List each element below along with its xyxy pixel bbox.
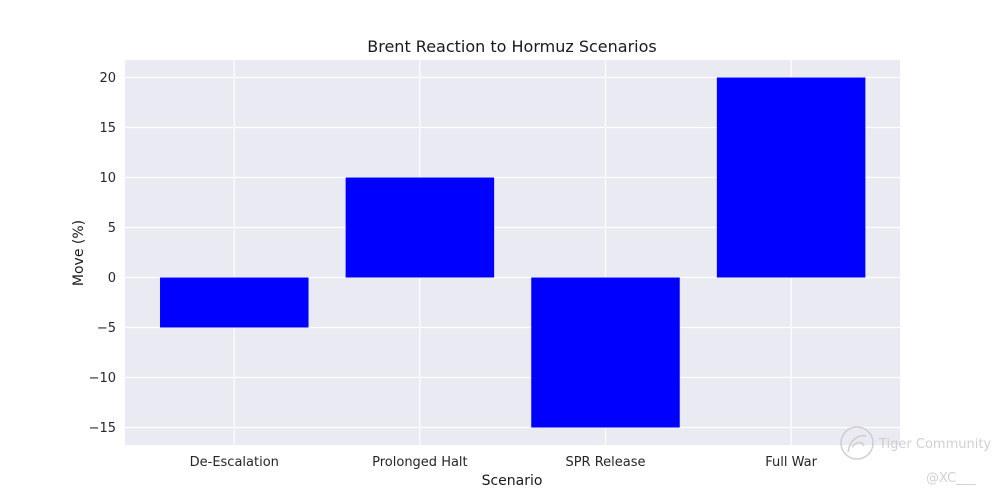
watermark-brand: Tiger Community: [878, 437, 991, 452]
y-tick-label: 0: [108, 271, 116, 286]
bar-prolonged-halt: [345, 177, 495, 278]
bar-de-escalation: [160, 277, 309, 328]
y-tick-label: −15: [89, 421, 116, 436]
y-tick-label: 5: [108, 221, 116, 236]
x-tick-label: Full War: [765, 455, 817, 470]
y-axis-label: Move (%): [71, 220, 87, 286]
y-tick-label: 15: [99, 121, 116, 136]
y-tick-label: 10: [99, 171, 116, 186]
watermark: Tiger Community @XC___: [840, 426, 991, 486]
tiger-community-logo-icon: [840, 426, 874, 460]
x-tick-label: SPR Release: [565, 455, 645, 470]
ticks: −15 −10 −5 0 5 10 15 20 De-Escalation Prolonged H…: [89, 71, 818, 470]
y-tick-label: −5: [97, 321, 116, 336]
y-tick-label: −10: [89, 371, 116, 386]
y-tick-label: 20: [99, 71, 116, 86]
x-axis-label: Scenario: [482, 473, 543, 489]
watermark-handle: @XC___: [926, 471, 976, 486]
x-tick-label: Prolonged Halt: [372, 455, 468, 470]
chart-title: Brent Reaction to Hormuz Scenarios: [367, 37, 657, 56]
bar-spr-release: [531, 277, 680, 428]
bar-full-war: [716, 77, 866, 278]
x-tick-label: De-Escalation: [190, 455, 279, 470]
bars: [160, 77, 866, 428]
